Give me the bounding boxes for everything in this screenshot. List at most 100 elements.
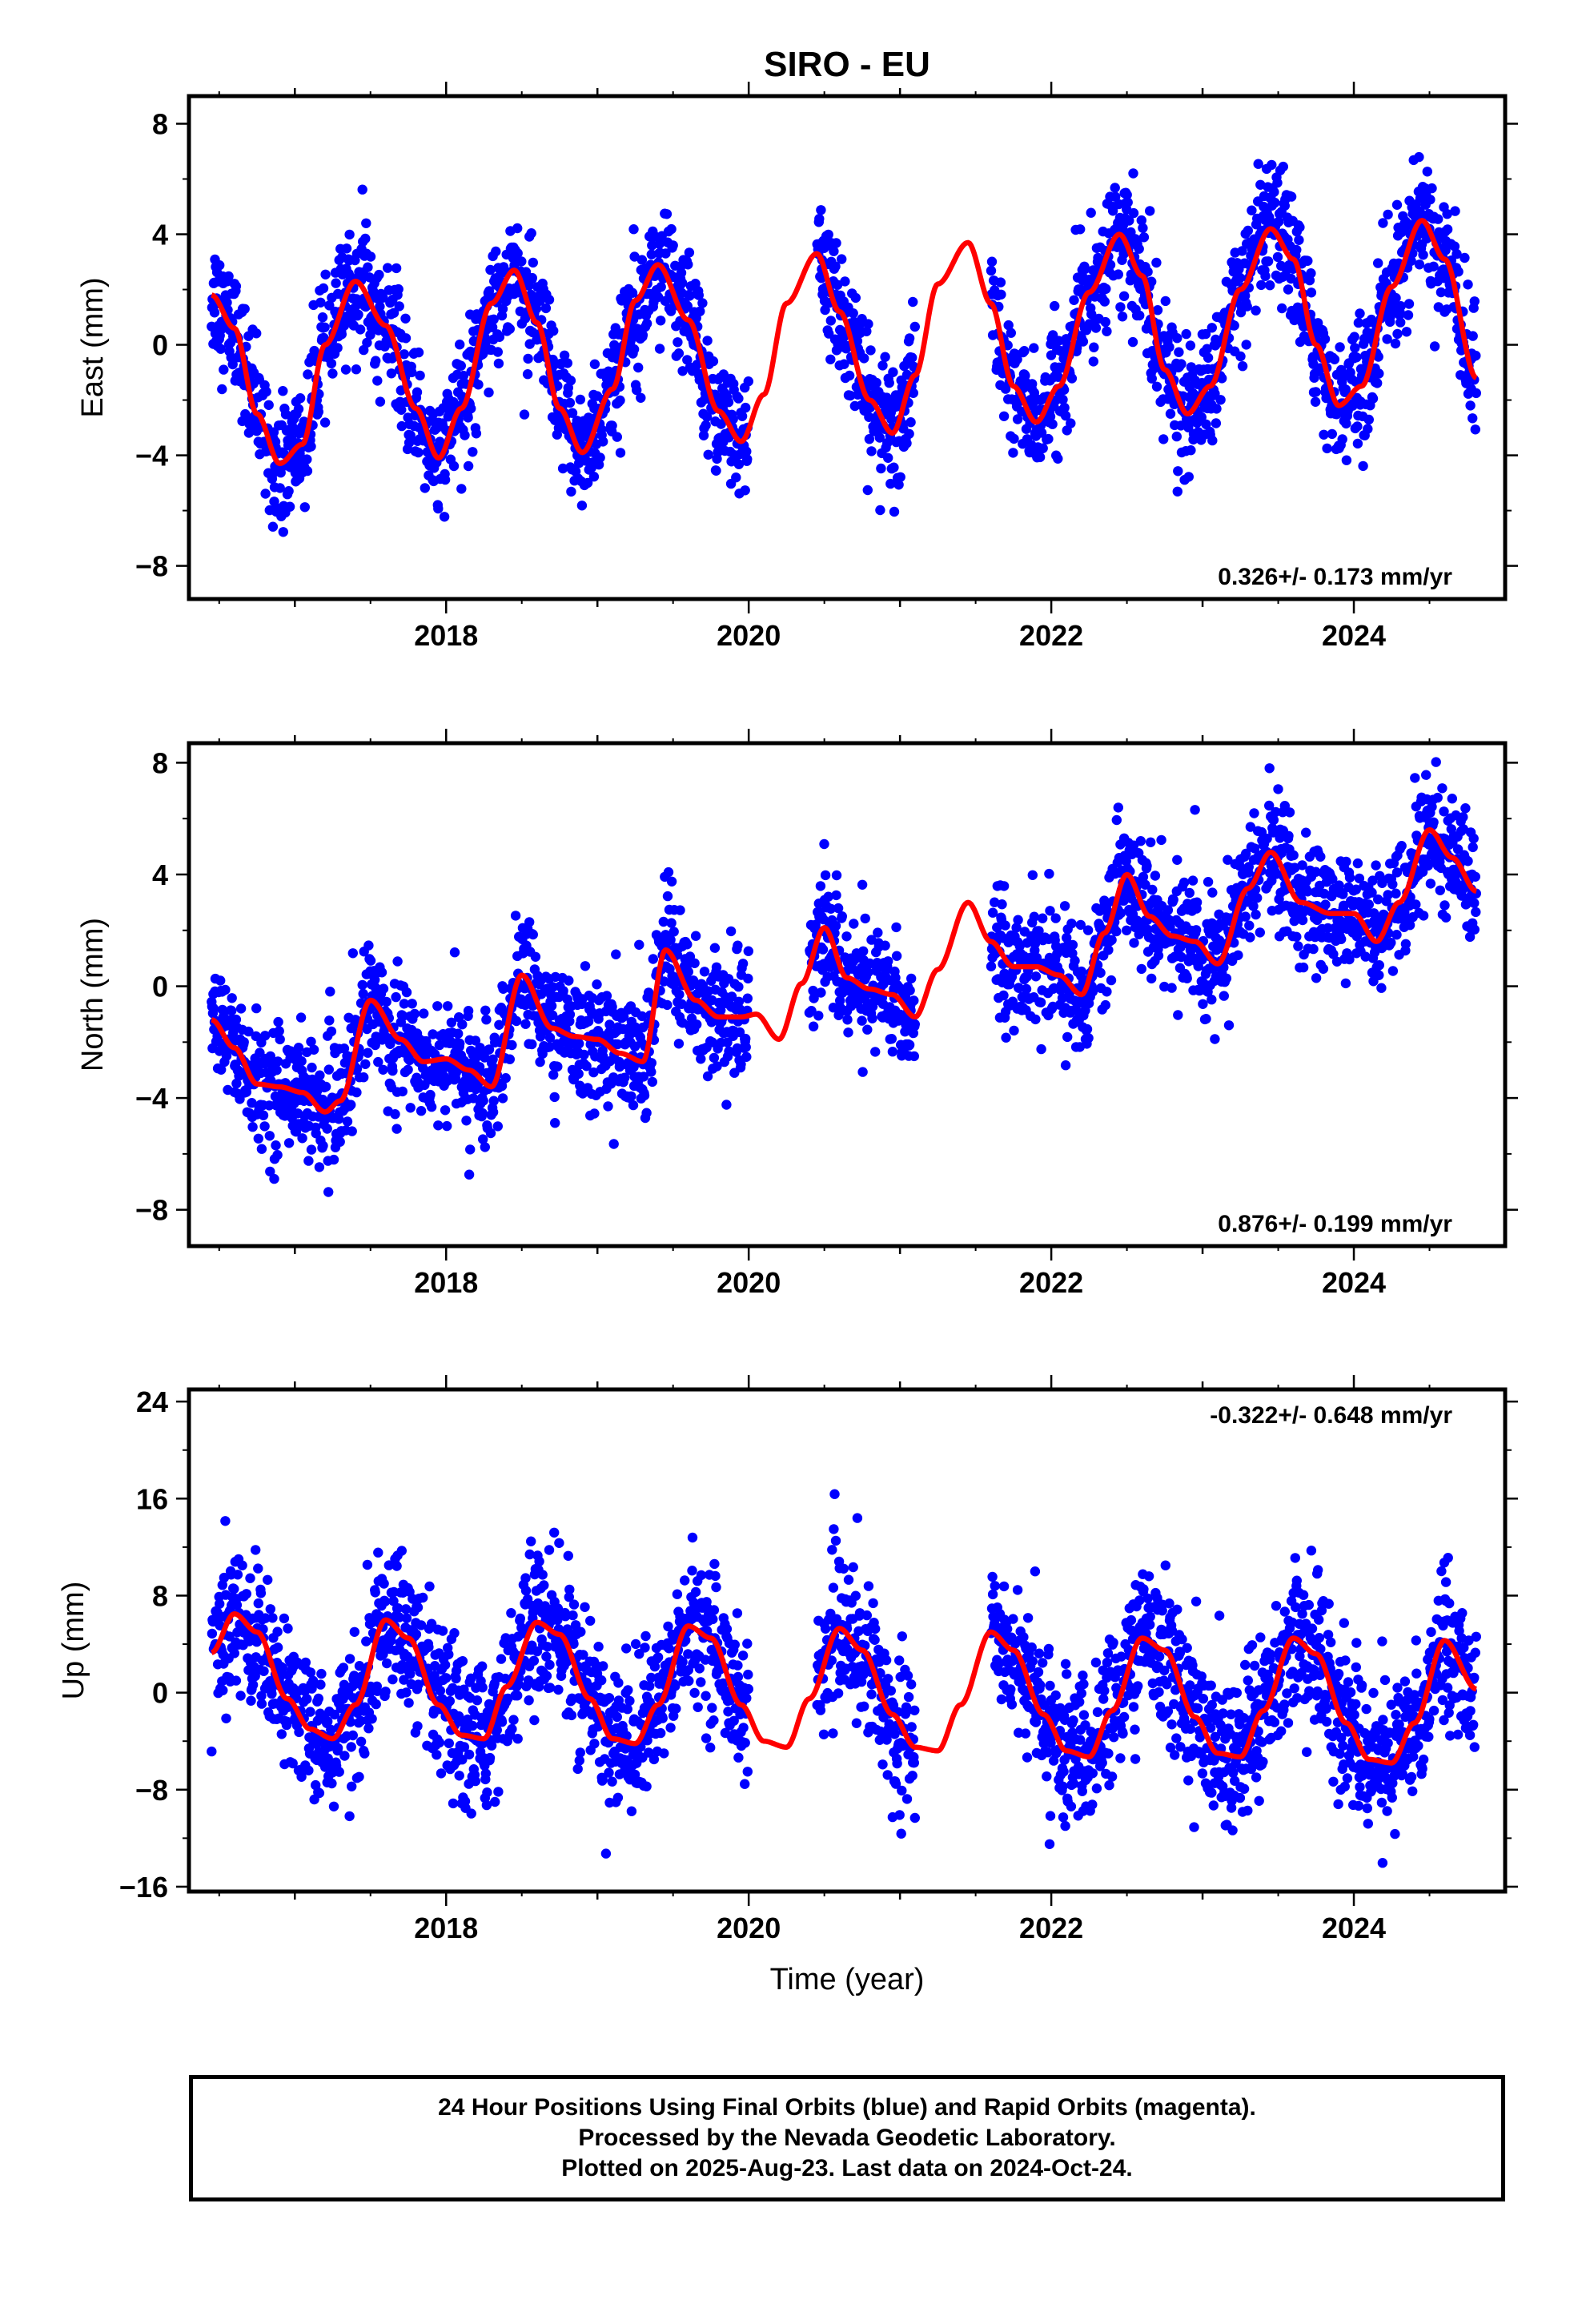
data-point [440,1105,451,1116]
data-point [1201,419,1211,430]
data-point [1373,258,1383,268]
data-point [1211,404,1222,414]
data-point [632,384,642,396]
data-point [908,296,918,308]
data-point [275,468,286,478]
data-point [1172,333,1182,344]
data-point [1237,361,1248,372]
data-point [1414,151,1424,163]
data-point [365,955,376,966]
data-point [884,377,894,388]
data-point [1136,963,1147,975]
data-point [449,947,460,958]
data-point [891,922,901,933]
data-point [1128,207,1139,219]
data-point [998,411,1010,421]
data-point [1463,279,1473,290]
data-point [1263,256,1274,267]
data-point [1221,973,1232,984]
data-point [695,306,705,316]
data-point [1371,860,1381,870]
data-point [1292,302,1303,312]
data-point [478,1096,488,1106]
data-point [579,1049,589,1060]
data-point [675,905,685,915]
data-point [1367,393,1379,404]
data-point [1150,870,1161,881]
data-point [1291,931,1302,943]
data-point [1106,975,1117,986]
data-point [1191,925,1202,935]
data-point [743,973,753,984]
data-point [1306,287,1317,298]
data-point [682,301,693,312]
data-point [416,1106,427,1116]
x-tick-label: 2024 [1322,619,1386,652]
data-point [207,1628,218,1639]
data-point [1470,871,1481,883]
data-point [886,1034,897,1044]
data-point [674,989,685,1000]
data-point [909,995,919,1006]
data-point [1103,945,1114,955]
data-point [858,946,869,957]
data-point [626,1091,636,1102]
data-point [275,1034,285,1045]
data-point [256,1144,267,1154]
data-point [1349,332,1359,342]
data-point [1066,373,1078,384]
data-point [1082,1023,1093,1035]
data-point [1442,224,1453,235]
data-point [629,251,640,262]
data-point [582,477,593,489]
data-point [1374,960,1385,971]
data-point [1256,279,1267,291]
data-point [817,944,829,955]
data-point [1029,343,1039,353]
data-point [1431,757,1441,767]
data-point [1352,438,1363,449]
data-point [1186,362,1197,372]
data-point [1102,987,1112,997]
data-point [673,1039,685,1049]
data-point [1128,168,1138,179]
data-point [1009,433,1019,444]
data-point [1411,899,1421,910]
data-point [544,295,555,305]
data-point [461,1116,472,1126]
data-point [1390,338,1401,349]
data-point [1164,342,1174,352]
data-point [1425,195,1435,205]
data-point [641,318,652,329]
data-point [819,838,829,850]
data-point [1273,216,1284,227]
data-point [1044,868,1054,879]
data-point [831,238,841,248]
data-point [497,1093,508,1104]
data-point [440,474,451,485]
data-point [1146,373,1158,384]
data-point [1134,243,1144,254]
data-point [1153,951,1164,961]
data-point [863,319,873,329]
data-point [523,353,533,364]
data-point [1035,997,1046,1008]
data-point [557,463,568,474]
data-point [267,521,279,532]
data-point [662,999,673,1011]
data-point [1090,323,1102,333]
data-point [1201,1014,1211,1024]
data-point [1235,272,1246,283]
data-point [1200,328,1211,340]
data-point [1298,962,1309,973]
data-point [728,414,738,424]
data-point [386,368,397,379]
y-axis-label: North (mm) [76,918,110,1072]
data-point [1469,924,1480,935]
data-point [221,1051,232,1061]
data-point [1075,224,1086,235]
data-point [306,1144,317,1155]
data-point [721,1100,732,1110]
data-point [283,1138,295,1148]
data-point [488,1096,499,1106]
